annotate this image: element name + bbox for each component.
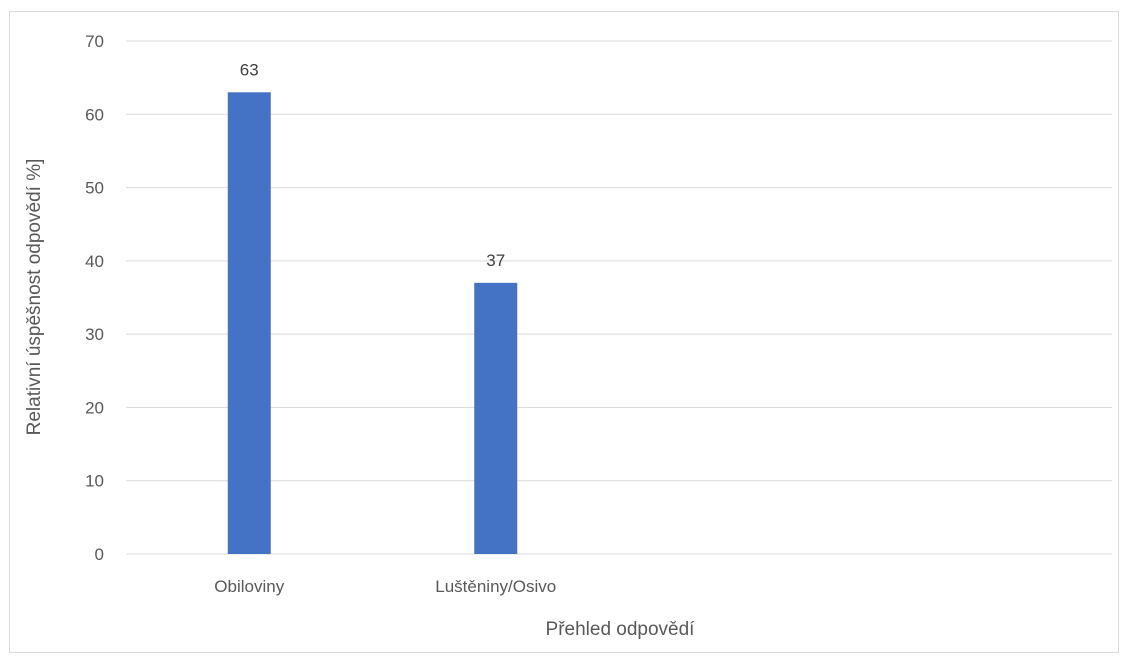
data-label: 37 [486, 251, 505, 270]
x-category-label: Obiloviny [214, 577, 284, 596]
bar [474, 282, 518, 554]
y-tick-label: 70 [85, 32, 104, 51]
y-tick-label: 10 [85, 472, 104, 491]
data-labels: 63 37 [240, 60, 505, 270]
y-tick-label: 30 [85, 325, 104, 344]
data-label: 63 [240, 60, 259, 79]
y-tick-label: 0 [95, 545, 104, 564]
gridlines [126, 40, 1112, 555]
bars [227, 92, 518, 555]
y-tick-label: 40 [85, 252, 104, 271]
y-axis-ticks: 0 10 20 30 40 50 60 70 [85, 32, 104, 564]
chart-frame [9, 11, 1119, 653]
y-tick-label: 50 [85, 179, 104, 198]
x-axis-title: Přehled odpovědí [546, 619, 696, 640]
bar [227, 92, 271, 555]
x-axis-category-labels: Obiloviny Luštěniny/Osivo [214, 577, 556, 596]
x-category-label: Luštěniny/Osivo [435, 577, 556, 596]
y-axis-title: Relativní úspěšnost odpovědí %] [24, 159, 45, 436]
y-tick-label: 60 [85, 105, 104, 124]
y-tick-label: 20 [85, 398, 104, 417]
